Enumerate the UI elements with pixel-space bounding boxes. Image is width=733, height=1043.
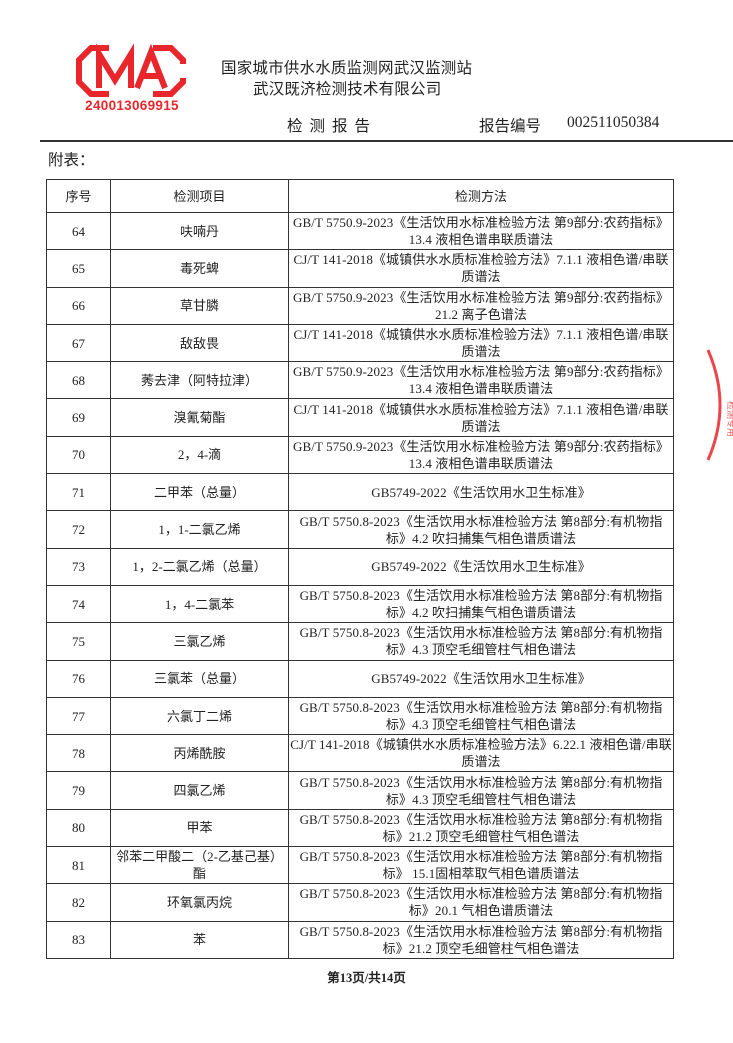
- cell-item: 2，4-滴: [110, 435, 289, 475]
- cell-no: 76: [46, 659, 111, 698]
- cell-item: 莠去津（阿特拉津）: [110, 361, 289, 400]
- cell-no: 75: [46, 622, 111, 661]
- cell-item: 1，1-二氯乙烯: [110, 510, 289, 549]
- cell-method: GB/T 5750.8-2023《生活饮用水标准检验方法 第8部分:有机物指标》…: [288, 846, 674, 885]
- cell-method: GB5749-2022《生活饮用水卫生标准》: [288, 547, 674, 586]
- cell-no: 71: [46, 473, 111, 512]
- table-row: 82 环氧氯丙烷 GB/T 5750.8-2023《生活饮用水标准检验方法 第8部分…: [46, 883, 674, 922]
- report-number: 002511050384: [567, 114, 660, 131]
- cell-method: GB/T 5750.8-2023《生活饮用水标准检验方法 第8部分:有机物指标》…: [288, 883, 674, 922]
- cell-no: 73: [46, 547, 111, 586]
- cell-no: 81: [46, 846, 111, 885]
- table-row: 65 毒死蜱 CJ/T 141-2018《城镇供水水质标准检验方法》7.1.1 液相…: [46, 249, 674, 288]
- cell-method: GB/T 5750.9-2023《生活饮用水标准检验方法 第9部分:农药指标》1…: [288, 361, 674, 400]
- table-row: 79 四氯乙烯 GB/T 5750.8-2023《生活饮用水标准检验方法 第8部分:…: [46, 771, 674, 810]
- cell-item: 溴氰菊酯: [110, 398, 289, 437]
- cell-no: 82: [46, 883, 111, 922]
- table-row: 72 1，1-二氯乙烯 GB/T 5750.8-2023《生活饮用水标准检验方法 第…: [46, 510, 674, 549]
- table-row: 77 六氯丁二烯 GB/T 5750.8-2023《生活饮用水标准检验方法 第8部分…: [46, 696, 674, 736]
- table-row: 83 苯 GB/T 5750.8-2023《生活饮用水标准检验方法 第8部分:有机物…: [46, 920, 674, 959]
- cell-item: 二甲苯（总量）: [110, 473, 289, 512]
- cell-no: 69: [46, 398, 111, 437]
- cell-item: 甲苯: [110, 808, 289, 848]
- cell-no: 78: [46, 734, 111, 773]
- table-row: 66 草甘膦 GB/T 5750.9-2023《生活饮用水标准检验方法 第9部分:农…: [46, 286, 674, 325]
- cma-number: 240013069915: [85, 98, 179, 113]
- cell-item: 三氯乙烯: [110, 622, 289, 661]
- cell-method: GB5749-2022《生活饮用水卫生标准》: [288, 473, 674, 512]
- cell-no: 70: [46, 435, 111, 475]
- cell-method: GB/T 5750.8-2023《生活饮用水标准检验方法 第8部分:有机物指标》…: [288, 920, 674, 959]
- column-header-no: 序号: [46, 179, 111, 213]
- cell-method: GB/T 5750.9-2023《生活饮用水标准检验方法 第9部分:农药指标》2…: [288, 286, 674, 325]
- table-row: 71 二甲苯（总量） GB5749-2022《生活饮用水卫生标准》: [46, 473, 674, 512]
- cell-no: 79: [46, 771, 111, 810]
- cell-no: 66: [46, 286, 111, 325]
- seal-stamp-fragment: 检测专用: [706, 349, 733, 461]
- cell-item: 呋喃丹: [110, 211, 289, 251]
- cell-item: 1，4-二氯苯: [110, 584, 289, 624]
- report-number-label: 报告编号: [479, 118, 542, 135]
- org-name-2: 武汉既济检测技术有限公司: [253, 81, 442, 98]
- cell-method: GB/T 5750.8-2023《生活饮用水标准检验方法 第8部分:有机物指标》…: [288, 771, 674, 810]
- cell-method: GB/T 5750.9-2023《生活饮用水标准检验方法 第9部分:农药指标》1…: [288, 435, 674, 475]
- cell-no: 72: [46, 510, 111, 549]
- org-name-1: 国家城市供水水质监测网武汉监测站: [221, 60, 473, 77]
- cell-item: 六氯丁二烯: [110, 696, 289, 736]
- table-row: 73 1，2-二氯乙烯（总量） GB5749-2022《生活饮用水卫生标准》: [46, 547, 674, 586]
- cell-no: 67: [46, 323, 111, 363]
- table-row: 78 丙烯酰胺 CJ/T 141-2018《城镇供水水质标准检验方法》6.22.1 …: [46, 734, 674, 773]
- cma-logo: [76, 43, 186, 97]
- cell-item: 三氯苯（总量）: [110, 659, 289, 698]
- cell-method: GB5749-2022《生活饮用水卫生标准》: [288, 659, 674, 698]
- cell-item: 敌敌畏: [110, 323, 289, 363]
- cell-item: 四氯乙烯: [110, 771, 289, 810]
- svg-text:检测专用: 检测专用: [726, 401, 733, 437]
- report-title: 检测报告: [287, 118, 378, 135]
- table-row: 68 莠去津（阿特拉津） GB/T 5750.9-2023《生活饮用水标准检验方法 …: [46, 361, 674, 400]
- cell-method: GB/T 5750.8-2023《生活饮用水标准检验方法 第8部分:有机物指标》…: [288, 808, 674, 848]
- table-header-row: 序号 检测项目 检测方法: [46, 179, 674, 213]
- cell-method: GB/T 5750.8-2023《生活饮用水标准检验方法 第8部分:有机物指标》…: [288, 510, 674, 549]
- cell-item: 毒死蜱: [110, 249, 289, 288]
- cell-no: 77: [46, 696, 111, 736]
- cell-no: 68: [46, 361, 111, 400]
- cell-item: 环氧氯丙烷: [110, 883, 289, 922]
- table-row: 76 三氯苯（总量） GB5749-2022《生活饮用水卫生标准》: [46, 659, 674, 698]
- page-number: 第13页/共14页: [327, 971, 406, 985]
- table-row: 67 敌敌畏 CJ/T 141-2018《城镇供水水质标准检验方法》7.1.1 液相…: [46, 323, 674, 363]
- cell-method: GB/T 5750.8-2023《生活饮用水标准检验方法 第8部分:有机物指标》…: [288, 584, 674, 624]
- cell-method: CJ/T 141-2018《城镇供水水质标准检验方法》7.1.1 液相色谱/串联…: [288, 398, 674, 437]
- column-header-method: 检测方法: [288, 179, 674, 213]
- header-divider: [40, 140, 733, 142]
- cell-no: 64: [46, 211, 111, 251]
- cell-method: CJ/T 141-2018《城镇供水水质标准检验方法》6.22.1 液相色谱/串…: [288, 734, 674, 773]
- cell-item: 1，2-二氯乙烯（总量）: [110, 547, 289, 586]
- cell-item: 苯: [110, 920, 289, 959]
- cell-no: 83: [46, 920, 111, 959]
- table-row: 64 呋喃丹 GB/T 5750.9-2023《生活饮用水标准检验方法 第9部分:农…: [46, 211, 674, 251]
- table-row: 81 邻苯二甲酸二（2-乙基己基）酯 GB/T 5750.8-2023《生活饮用水标…: [46, 846, 674, 885]
- annex-label: 附表：: [48, 152, 95, 169]
- table-row: 69 溴氰菊酯 CJ/T 141-2018《城镇供水水质标准检验方法》7.1.1 液…: [46, 398, 674, 437]
- table-row: 70 2，4-滴 GB/T 5750.9-2023《生活饮用水标准检验方法 第9部分…: [46, 435, 674, 475]
- table-row: 75 三氯乙烯 GB/T 5750.8-2023《生活饮用水标准检验方法 第8部分:…: [46, 622, 674, 661]
- cell-method: GB/T 5750.9-2023《生活饮用水标准检验方法 第9部分:农药指标》1…: [288, 211, 674, 251]
- cell-method: GB/T 5750.8-2023《生活饮用水标准检验方法 第8部分:有机物指标》…: [288, 622, 674, 661]
- cell-method: CJ/T 141-2018《城镇供水水质标准检验方法》7.1.1 液相色谱/串联…: [288, 323, 674, 363]
- cell-no: 80: [46, 808, 111, 848]
- cell-no: 65: [46, 249, 111, 288]
- cell-item: 草甘膦: [110, 286, 289, 325]
- cell-method: CJ/T 141-2018《城镇供水水质标准检验方法》7.1.1 液相色谱/串联…: [288, 249, 674, 288]
- cell-method: GB/T 5750.8-2023《生活饮用水标准检验方法 第8部分:有机物指标》…: [288, 696, 674, 736]
- table-row: 74 1，4-二氯苯 GB/T 5750.8-2023《生活饮用水标准检验方法 第8…: [46, 584, 674, 624]
- cell-item: 邻苯二甲酸二（2-乙基己基）酯: [110, 846, 289, 885]
- table-row: 80 甲苯 GB/T 5750.8-2023《生活饮用水标准检验方法 第8部分:有机…: [46, 808, 674, 848]
- cell-item: 丙烯酰胺: [110, 734, 289, 773]
- column-header-item: 检测项目: [110, 179, 289, 213]
- test-methods-table: 序号 检测项目 检测方法 64 呋喃丹 GB/T 5750.9-2023《生活饮用水…: [46, 179, 674, 959]
- cell-no: 74: [46, 584, 111, 624]
